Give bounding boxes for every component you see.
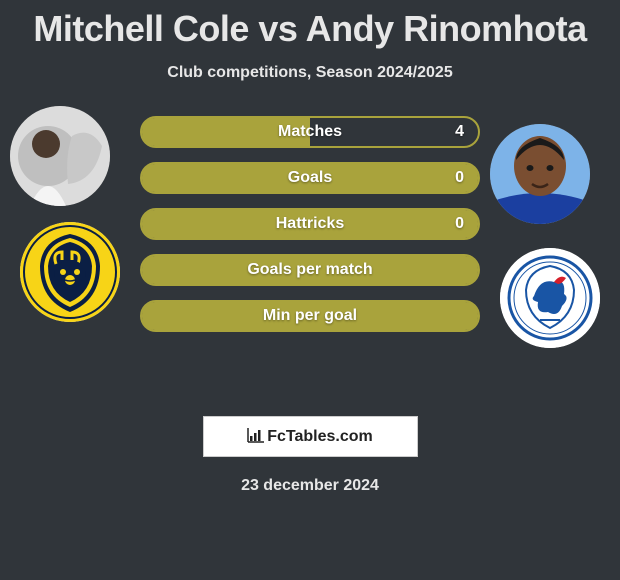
cardiff-city-icon [500,248,600,348]
date-text: 23 december 2024 [0,477,620,495]
stat-row-min-per-goal: Min per goal [140,300,480,332]
player-left-photo-icon [10,106,110,206]
brand-watermark: FcTables.com [203,416,418,457]
oxford-united-icon [20,222,120,322]
comparison-panel: Matches 4 Goals 0 Hattricks 0 Goals per … [0,110,620,410]
stat-label: Goals [142,169,478,187]
player-left-avatar [10,106,110,206]
stat-label: Matches [142,123,478,141]
stat-right-value: 0 [455,169,464,187]
stat-rows: Matches 4 Goals 0 Hattricks 0 Goals per … [140,116,480,346]
page-title: Mitchell Cole vs Andy Rinomhota [0,0,620,50]
stat-label: Hattricks [142,215,478,233]
stat-right-value: 0 [455,215,464,233]
stat-right-value: 4 [455,123,464,141]
stat-row-matches: Matches 4 [140,116,480,148]
player-right-avatar [490,124,590,224]
bar-chart-icon [247,427,265,443]
subtitle: Club competitions, Season 2024/2025 [0,64,620,82]
brand-text: FcTables.com [267,428,373,445]
stat-row-hattricks: Hattricks 0 [140,208,480,240]
stat-row-goals: Goals 0 [140,162,480,194]
stat-label: Min per goal [142,307,478,325]
club-left-badge [20,222,120,322]
player-right-photo-icon [490,124,590,224]
club-right-badge [500,248,600,348]
stat-row-goals-per-match: Goals per match [140,254,480,286]
stat-label: Goals per match [142,261,478,279]
